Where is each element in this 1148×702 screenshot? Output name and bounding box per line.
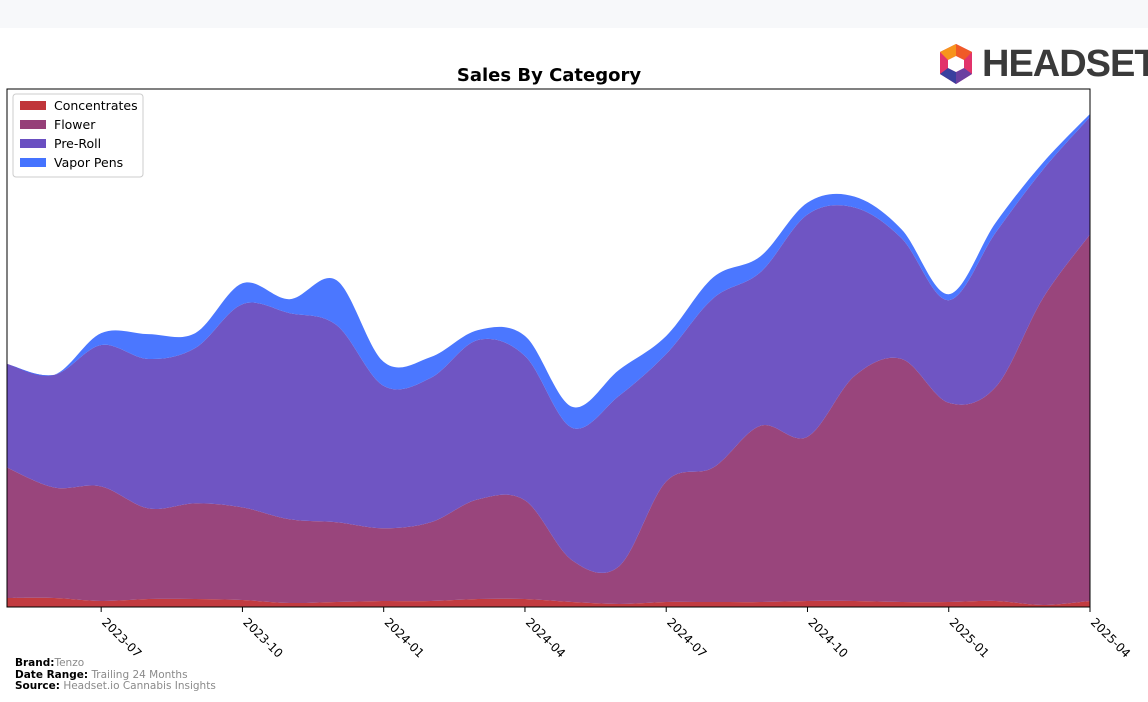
legend-swatch-flower: [20, 120, 46, 129]
area-concentrates: [7, 597, 1090, 607]
x-tick-label-2025-04: 2025-04: [1088, 615, 1133, 660]
legend-swatch-pre-roll: [20, 139, 46, 148]
footer-date-range: Date Range: Trailing 24 Months: [15, 668, 216, 682]
legend-label-concentrates: Concentrates: [54, 98, 138, 113]
footer-brand-label: Brand:: [15, 657, 55, 669]
headset-logo-icon: [940, 44, 972, 84]
footer-source: Source: Headset.io Cannabis Insights: [15, 680, 216, 693]
x-tick-label-2024-01: 2024-01: [382, 615, 427, 660]
top-bar: [0, 0, 1148, 28]
legend-label-vapor-pens: Vapor Pens: [54, 155, 123, 170]
legend-swatch-vapor-pens: [20, 158, 46, 167]
area-flower: [7, 234, 1090, 605]
x-tick-label-2024-07: 2024-07: [664, 615, 709, 660]
footer-date-range-label: Date Range:: [15, 668, 89, 681]
legend-swatch-concentrates: [20, 101, 46, 110]
x-tick-label-2025-01: 2025-01: [947, 615, 992, 660]
chart-title: Sales By Category: [457, 65, 641, 86]
legend-box: [12, 93, 144, 178]
footer-source-value: Headset.io Cannabis Insights: [63, 680, 216, 692]
headset-logo: HEADSET: [934, 42, 1148, 86]
plot-frame: [6, 88, 1091, 608]
x-tick-label-2023-10: 2023-10: [240, 615, 285, 660]
footer-brand-value: Tenzo: [54, 657, 85, 669]
legend-label-flower: Flower: [54, 117, 96, 132]
x-tick-label-2023-07: 2023-07: [99, 615, 144, 660]
headset-logo-text: HEADSET: [982, 43, 1148, 85]
legend-label-pre-roll: Pre-Roll: [54, 136, 101, 151]
chart-footer: Brand:Tenzo Date Range: Trailing 24 Mont…: [15, 657, 216, 693]
x-tick-label-2024-10: 2024-10: [805, 615, 850, 660]
x-tick-label-2024-04: 2024-04: [523, 615, 568, 660]
footer-brand: Brand:Tenzo: [15, 657, 216, 670]
area-pre-roll: [7, 116, 1090, 573]
footer-date-range-value: Trailing 24 Months: [91, 668, 188, 681]
footer-source-label: Source:: [15, 680, 60, 692]
